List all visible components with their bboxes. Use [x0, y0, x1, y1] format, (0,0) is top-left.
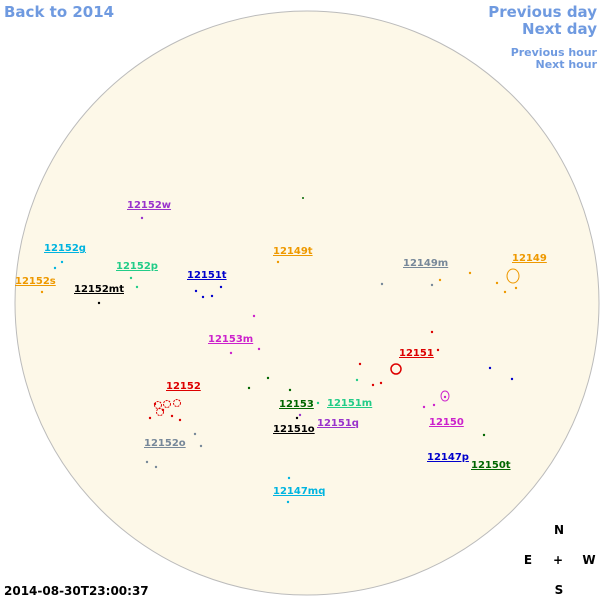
sunspot: [488, 366, 492, 370]
region-label[interactable]: 12153m: [208, 334, 253, 345]
sunspot: [229, 351, 233, 355]
region-label[interactable]: 12149t: [273, 246, 313, 257]
sunspot: [422, 405, 426, 409]
sunspot: [430, 330, 434, 334]
sunspot: [316, 401, 320, 405]
sunspot: [438, 278, 442, 282]
region-label[interactable]: 12149: [512, 253, 547, 264]
compass-north: N: [554, 523, 564, 537]
sunspot: [503, 290, 507, 294]
sunspot: [201, 295, 205, 299]
sunspot: [145, 460, 149, 464]
region-label[interactable]: 12152o: [144, 438, 186, 449]
sunspot: [355, 378, 359, 382]
spot-outline: [390, 363, 402, 375]
compass-center: +: [553, 553, 563, 567]
sunspot: [148, 416, 152, 420]
region-label[interactable]: 12150: [429, 417, 464, 428]
sunspot: [295, 416, 299, 420]
region-label[interactable]: 12152mt: [74, 284, 124, 295]
sunspot: [302, 197, 304, 199]
sunspot: [430, 283, 434, 287]
region-label[interactable]: 12152w: [127, 200, 171, 211]
sunspot: [443, 395, 447, 399]
sunspot: [53, 266, 57, 270]
sunspot: [380, 282, 384, 286]
region-label[interactable]: 12147mq: [273, 486, 325, 497]
spot-outline: [154, 401, 162, 409]
sunspot: [135, 285, 139, 289]
sunspot: [276, 260, 280, 264]
previous-hour-link[interactable]: Previous hour: [511, 46, 598, 59]
sunspot: [286, 500, 290, 504]
sunspot: [252, 314, 256, 318]
previous-day-link[interactable]: Previous day: [488, 3, 597, 21]
sunspot: [510, 377, 514, 381]
sunspot: [298, 413, 302, 417]
region-label[interactable]: 12152p: [116, 261, 158, 272]
sunspot: [60, 260, 64, 264]
sunspot: [482, 433, 486, 437]
sunspot: [468, 271, 472, 275]
region-label[interactable]: 12151t: [187, 270, 227, 281]
spot-outline: [173, 399, 181, 407]
sunspot: [154, 465, 158, 469]
sunspot: [436, 348, 440, 352]
sunspot: [129, 276, 133, 280]
sunspot: [193, 432, 197, 436]
region-label[interactable]: 12150t: [471, 460, 511, 471]
sunspot: [379, 381, 383, 385]
sunspot: [287, 476, 291, 480]
sunspot: [199, 444, 203, 448]
sunspot: [194, 289, 198, 293]
spot-outline: [163, 400, 171, 408]
region-label[interactable]: 12151m: [327, 398, 372, 409]
solar-disk: [14, 10, 600, 596]
next-hour-link[interactable]: Next hour: [536, 58, 598, 71]
sunspot: [358, 362, 362, 366]
sunspot: [170, 414, 174, 418]
region-label[interactable]: 12151o: [273, 424, 315, 435]
sunspot: [432, 403, 436, 407]
spot-outline: [506, 268, 520, 284]
region-label[interactable]: 12149m: [403, 258, 448, 269]
region-label[interactable]: 12152: [166, 381, 201, 392]
spot-outline: [156, 408, 164, 416]
sunspot: [178, 418, 182, 422]
sunspot: [495, 281, 499, 285]
region-label[interactable]: 12147p: [427, 452, 469, 463]
sunspot: [266, 376, 270, 380]
sunspot: [247, 386, 251, 390]
sunspot: [514, 286, 518, 290]
spot-outline: [440, 390, 450, 402]
next-day-link[interactable]: Next day: [522, 20, 597, 38]
sunspot: [40, 290, 44, 294]
compass-east: E: [524, 553, 532, 567]
sunspot: [140, 216, 144, 220]
sunspot: [97, 301, 101, 305]
sunspot: [288, 388, 292, 392]
region-label[interactable]: 12152s: [15, 276, 56, 287]
sunspot: [210, 294, 214, 298]
sunspot: [219, 285, 223, 289]
timestamp: 2014-08-30T23:00:37: [4, 584, 149, 598]
sunspot: [371, 383, 375, 387]
region-label[interactable]: 12151q: [317, 418, 359, 429]
compass-south: S: [555, 583, 564, 597]
region-label[interactable]: 12152g: [44, 243, 86, 254]
region-label[interactable]: 12153: [279, 399, 314, 410]
back-link[interactable]: Back to 2014: [4, 3, 114, 21]
sunspot: [257, 347, 261, 351]
compass-west: W: [582, 553, 595, 567]
region-label[interactable]: 12151: [399, 348, 434, 359]
